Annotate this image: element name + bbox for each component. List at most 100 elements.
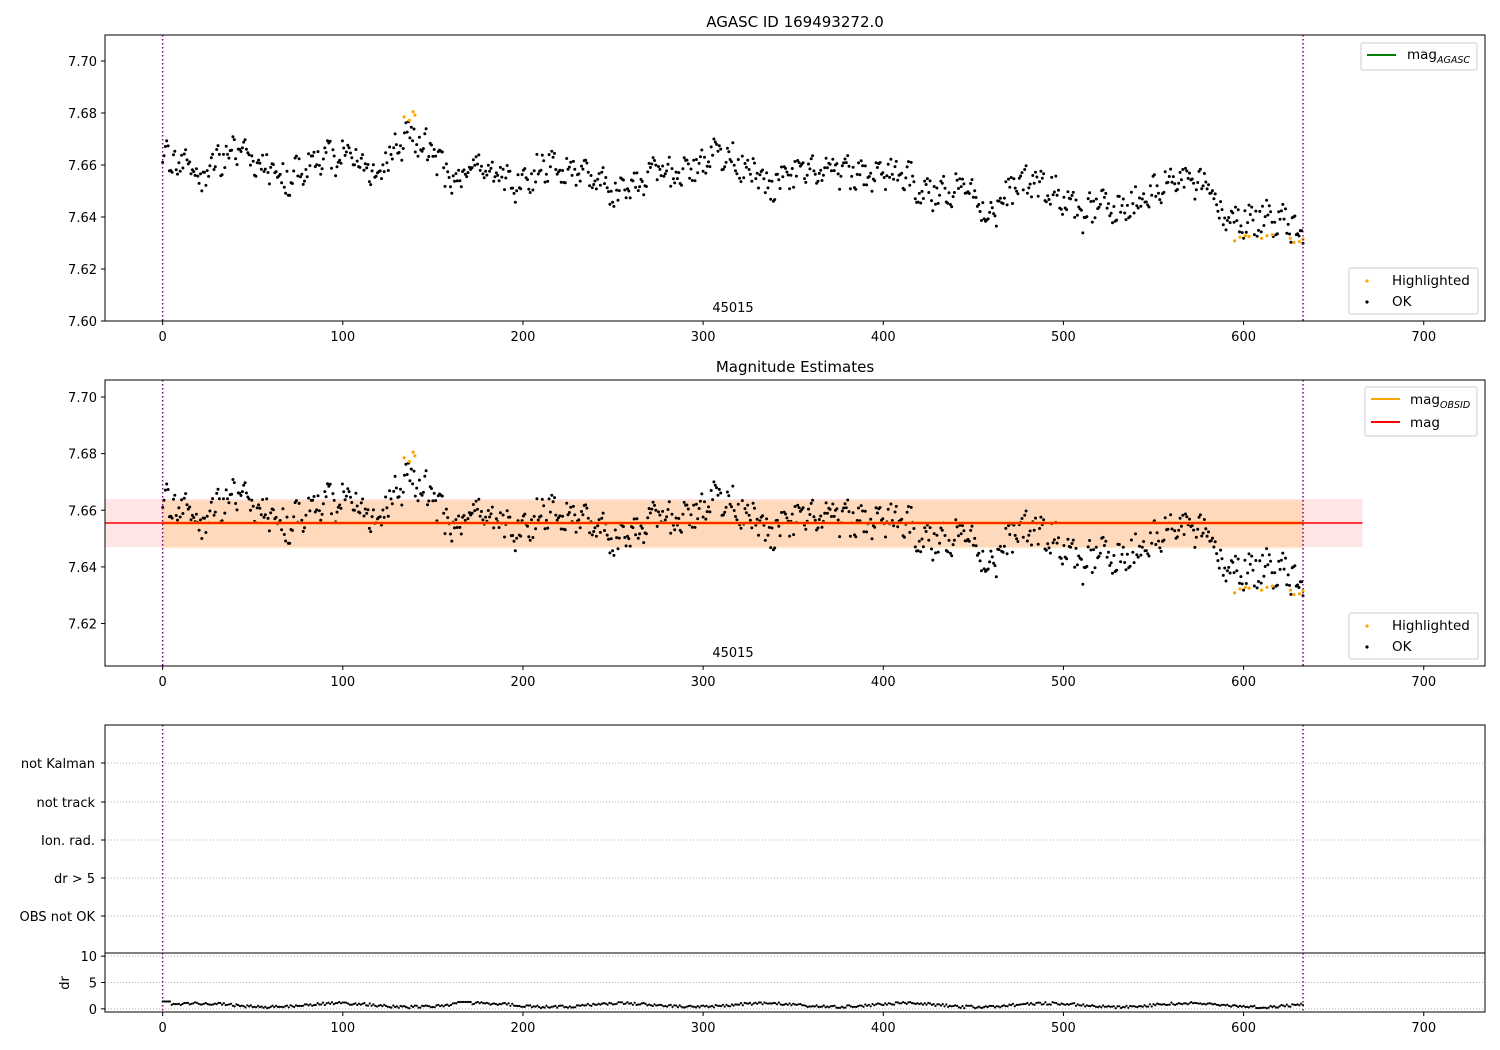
ok-point — [1027, 186, 1031, 190]
dr-point — [469, 1000, 472, 1004]
ok-point — [596, 524, 600, 528]
dr-point — [370, 1004, 373, 1007]
ok-point — [1251, 568, 1255, 572]
ok-point — [584, 158, 588, 162]
panel-agasc-legend-lines: magAGASC — [1360, 42, 1478, 71]
y-tick-label: 7.62 — [68, 618, 97, 633]
dr-point — [354, 1002, 357, 1005]
ok-point — [1201, 184, 1205, 188]
ok-point — [577, 518, 581, 522]
ok-point — [1132, 211, 1136, 215]
ok-point — [181, 512, 185, 515]
ok-point — [631, 526, 635, 530]
dr-point — [1118, 1005, 1121, 1008]
ok-point — [378, 515, 382, 519]
dr-point — [1184, 1002, 1187, 1005]
ok-point — [844, 161, 848, 165]
dr-point — [421, 1004, 424, 1007]
ok-point — [1162, 538, 1166, 542]
dr-point — [1213, 1002, 1216, 1006]
ok-point — [665, 515, 669, 519]
ok-point — [1285, 583, 1289, 587]
ok-point — [709, 489, 713, 492]
ok-point — [278, 519, 282, 522]
ok-point — [363, 162, 367, 166]
ok-point — [1140, 545, 1144, 549]
ok-point — [905, 165, 909, 169]
ok-point — [902, 188, 906, 192]
dr-point — [588, 1004, 591, 1007]
dr-point — [1114, 1007, 1117, 1010]
dr-point — [966, 1004, 970, 1007]
ok-point — [271, 508, 275, 512]
ok-point — [359, 156, 363, 160]
ok-point — [232, 138, 236, 142]
dr-point — [689, 1004, 692, 1007]
ok-point — [613, 528, 617, 532]
dr-point — [759, 1001, 762, 1004]
dr-point — [1251, 1005, 1254, 1008]
ok-point — [234, 502, 238, 505]
ok-point — [757, 186, 760, 190]
ok-point — [1115, 218, 1119, 222]
ok-point — [1054, 174, 1058, 178]
dr-point — [909, 1001, 912, 1004]
ok-point — [532, 169, 536, 173]
ok-point — [761, 168, 765, 172]
dr-point — [556, 1006, 559, 1009]
ok-point — [1098, 202, 1102, 206]
ok-point — [451, 174, 455, 178]
ok-point — [315, 163, 319, 167]
dr-point — [786, 1003, 789, 1006]
ok-point — [594, 534, 598, 538]
ok-point — [943, 186, 947, 190]
ok-point — [847, 164, 851, 168]
ok-point — [466, 171, 470, 175]
ok-point — [844, 506, 848, 510]
ok-point — [1102, 544, 1106, 547]
ok-point — [385, 161, 389, 165]
ok-point — [1059, 207, 1063, 211]
ok-point — [646, 516, 650, 520]
ok-point — [308, 509, 312, 513]
ok-point — [528, 538, 532, 542]
ok-point — [1123, 561, 1127, 564]
legend-label-ok-2: OK — [1392, 639, 1413, 655]
dr-point — [345, 1001, 348, 1004]
dr-point — [866, 1004, 869, 1007]
ok-point — [763, 538, 767, 542]
dr-point — [1193, 1001, 1196, 1005]
y-tick-label: 7.66 — [68, 504, 97, 519]
dr-point — [950, 1005, 953, 1008]
panel-agasc-frame — [104, 34, 1486, 322]
ok-point — [354, 148, 358, 151]
dr-point — [422, 1005, 425, 1008]
dr-point — [761, 1003, 764, 1006]
dr-point — [678, 1004, 681, 1007]
ok-point — [1192, 528, 1196, 532]
ok-point — [1093, 566, 1097, 570]
dr-point — [718, 1004, 721, 1007]
dr-point — [271, 1004, 274, 1007]
ok-point — [1144, 200, 1148, 204]
ok-point — [1016, 192, 1020, 196]
dr-point — [235, 1003, 238, 1006]
ok-point — [655, 524, 659, 528]
ok-point — [694, 502, 698, 506]
dr-point — [1141, 1005, 1144, 1008]
dr-point — [1120, 1006, 1123, 1010]
ok-point — [474, 155, 478, 159]
ok-point — [477, 153, 481, 157]
ok-point — [1258, 559, 1262, 563]
dr-point — [1024, 1002, 1027, 1006]
ok-point — [1154, 194, 1158, 198]
ok-point — [1121, 545, 1125, 549]
ok-point — [588, 531, 592, 535]
ok-point — [566, 513, 570, 517]
ok-point — [1129, 538, 1133, 542]
ok-point — [873, 525, 877, 529]
dr-point — [703, 1005, 707, 1008]
dr-point — [658, 1003, 662, 1006]
ok-point — [207, 174, 211, 178]
ok-point — [947, 538, 951, 542]
